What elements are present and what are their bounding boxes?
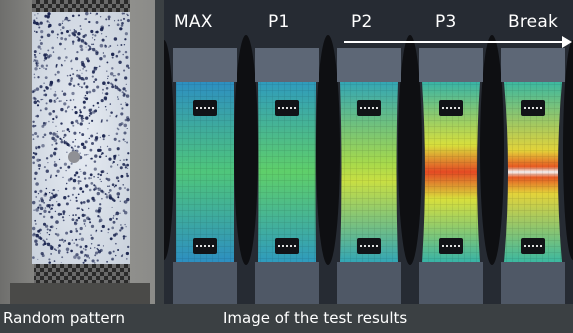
specimen-break [501, 48, 565, 304]
test-results-photo: MAX P1 P2 P3 Break [164, 0, 573, 304]
stage-label-break: Break [508, 12, 558, 32]
stage-label-p3: P3 [435, 12, 457, 32]
random-pattern-photo [0, 0, 155, 304]
stage-label-p1: P1 [268, 12, 290, 32]
specimen-p3 [419, 48, 483, 304]
test-results-caption: Image of the test results [223, 309, 408, 327]
random-pattern-caption: Random pattern [3, 309, 125, 327]
stage-label-max: MAX [174, 12, 213, 32]
specimen-p2 [337, 48, 401, 304]
specimen-p1 [255, 48, 319, 304]
stage-label-p2: P2 [351, 12, 373, 32]
strain-map-illustration [164, 0, 573, 304]
specimen-max [173, 48, 237, 304]
speckle-specimen-illustration [10, 0, 150, 304]
